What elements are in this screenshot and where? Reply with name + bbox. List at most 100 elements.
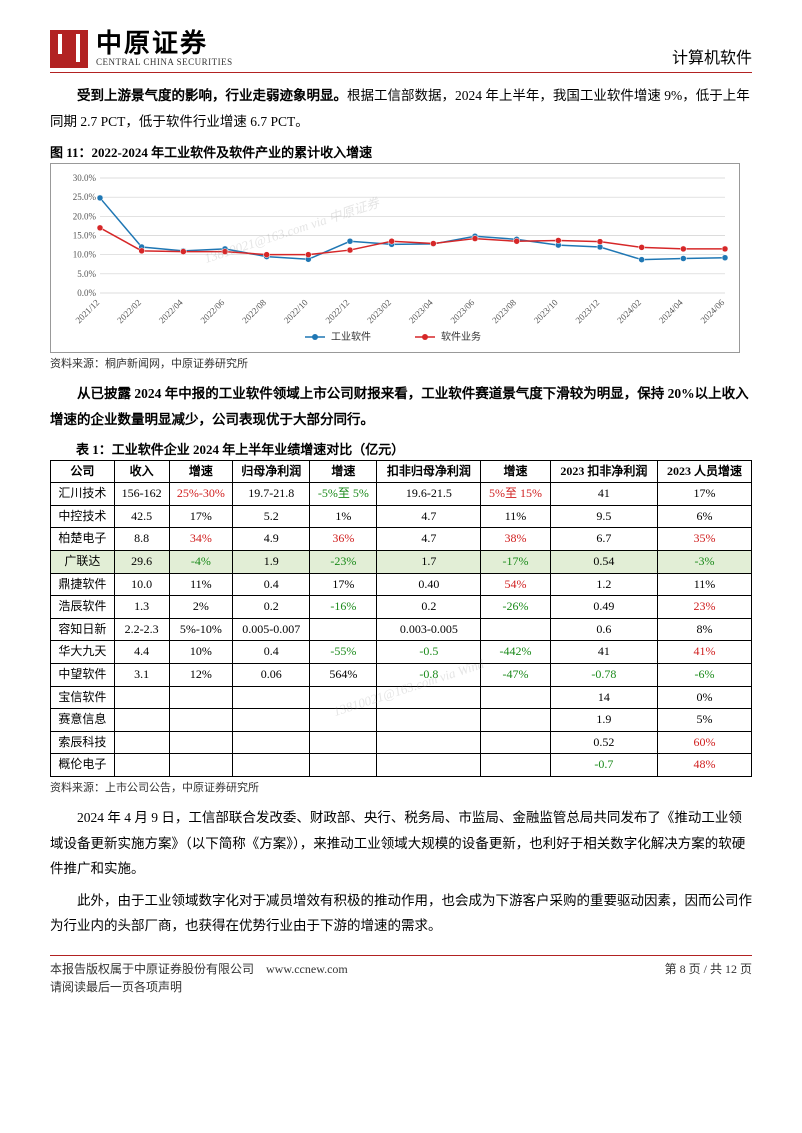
table-cell: 0.2 [377, 596, 481, 619]
table-cell: -0.5 [377, 641, 481, 664]
table-cell [481, 754, 550, 777]
table-row: 容知日新2.2-2.35%-10%0.005-0.0070.003-0.0050… [51, 618, 752, 641]
chart-source: 资料来源：桐庐新闻网，中原证券研究所 [50, 355, 752, 371]
page: 中原证券 CENTRAL CHINA SECURITIES 计算机软件 受到上游… [0, 0, 802, 1006]
table-header: 增速 [310, 460, 377, 483]
chart-container: 0.0%5.0%10.0%15.0%20.0%25.0%30.0%2021/12… [50, 163, 740, 353]
table-row: 鼎捷软件10.011%0.417%0.4054%1.211% [51, 573, 752, 596]
table-cell: 41% [658, 641, 752, 664]
table-cell: 1.9 [550, 709, 657, 732]
table-cell: 19.7-21.8 [233, 483, 310, 506]
table-cell: 35% [658, 528, 752, 551]
table-cell: -17% [481, 550, 550, 573]
table-cell: 1.9 [233, 550, 310, 573]
table-cell [114, 709, 169, 732]
table-cell: 34% [169, 528, 233, 551]
table-header: 增速 [481, 460, 550, 483]
table-cell: -3% [658, 550, 752, 573]
table-cell: 12% [169, 663, 233, 686]
svg-text:30.0%: 30.0% [73, 173, 97, 183]
table-cell: 25%-30% [169, 483, 233, 506]
table-cell: 11% [658, 573, 752, 596]
paragraph-3: 2024 年 4 月 9 日，工信部联合发改委、财政部、央行、税务局、市监局、金… [50, 805, 752, 882]
table-cell [481, 618, 550, 641]
table-cell: 9.5 [550, 505, 657, 528]
table-cell: 3.1 [114, 663, 169, 686]
table-row: 索辰科技0.5260% [51, 731, 752, 754]
table-cell: -55% [310, 641, 377, 664]
paragraph-4: 此外，由于工业领域数字化对于减员增效有积极的推动作用，也会成为下游客户采购的重要… [50, 888, 752, 939]
table-cell: 1% [310, 505, 377, 528]
table-cell [310, 731, 377, 754]
table-cell: 23% [658, 596, 752, 619]
table-cell: -5%至 5% [310, 483, 377, 506]
table-cell: 36% [310, 528, 377, 551]
table-cell: 1.3 [114, 596, 169, 619]
table-cell: 19.6-21.5 [377, 483, 481, 506]
page-number: 第 8 页 / 共 12 页 [665, 960, 752, 996]
table-cell: 17% [310, 573, 377, 596]
table-cell [481, 731, 550, 754]
table-row: 汇川技术156-16225%-30%19.7-21.8-5%至 5%19.6-2… [51, 483, 752, 506]
table-cell [310, 754, 377, 777]
table-cell: -0.78 [550, 663, 657, 686]
footer-url: www.ccnew.com [266, 962, 348, 976]
table-cell: 6% [658, 505, 752, 528]
table-cell: 5% [658, 709, 752, 732]
table-header: 扣非归母净利润 [377, 460, 481, 483]
table-cell: 38% [481, 528, 550, 551]
p1-bold: 受到上游景气度的影响，行业走弱迹象明显。 [77, 88, 347, 103]
table-cell: 宝信软件 [51, 686, 115, 709]
table-cell [169, 731, 233, 754]
table-cell: 0.49 [550, 596, 657, 619]
table-cell [114, 731, 169, 754]
table-cell: 中望软件 [51, 663, 115, 686]
section-title: 计算机软件 [672, 44, 752, 68]
svg-text:工业软件: 工业软件 [331, 330, 371, 343]
table-cell [169, 709, 233, 732]
table-cell: 0.4 [233, 573, 310, 596]
table-cell [233, 709, 310, 732]
table-cell: 6.7 [550, 528, 657, 551]
table-cell [310, 686, 377, 709]
table-cell: 4.7 [377, 528, 481, 551]
table-cell: 0.003-0.005 [377, 618, 481, 641]
table-cell: 1.7 [377, 550, 481, 573]
table-cell [114, 754, 169, 777]
table-cell [310, 618, 377, 641]
table-cell: 10% [169, 641, 233, 664]
table-cell: 41 [550, 641, 657, 664]
table-row: 浩辰软件1.32%0.2-16%0.2-26%0.4923% [51, 596, 752, 619]
footer-disclaimer: 请阅读最后一页各项声明 [50, 980, 182, 994]
table-header: 增速 [169, 460, 233, 483]
paragraph-1: 受到上游景气度的影响，行业走弱迹象明显。根据工信部数据，2024 年上半年，我国… [50, 83, 752, 134]
table-cell [233, 754, 310, 777]
table-cell: 浩辰软件 [51, 596, 115, 619]
table-cell [169, 686, 233, 709]
table-cell: 2% [169, 596, 233, 619]
table-cell [377, 709, 481, 732]
table-cell [481, 686, 550, 709]
table-cell: 0% [658, 686, 752, 709]
table-cell: 广联达 [51, 550, 115, 573]
table-cell: 0.52 [550, 731, 657, 754]
table-cell [377, 686, 481, 709]
table-cell: 60% [658, 731, 752, 754]
table-header: 归母净利润 [233, 460, 310, 483]
table-row: 柏楚电子8.834%4.936%4.738%6.735% [51, 528, 752, 551]
table-header: 2023 扣非净利润 [550, 460, 657, 483]
table-cell: 4.7 [377, 505, 481, 528]
table-cell [233, 686, 310, 709]
table-cell: 564% [310, 663, 377, 686]
logo-block: 中原证券 CENTRAL CHINA SECURITIES [50, 30, 233, 68]
svg-text:5.0%: 5.0% [77, 269, 96, 279]
table-cell: 54% [481, 573, 550, 596]
table-cell [377, 731, 481, 754]
table-cell: 5.2 [233, 505, 310, 528]
table-row: 中望软件3.112%0.06564%-0.8-47%-0.78-6% [51, 663, 752, 686]
table-cell [114, 686, 169, 709]
table-cell [377, 754, 481, 777]
table-cell: 中控技术 [51, 505, 115, 528]
table-cell: 2.2-2.3 [114, 618, 169, 641]
svg-text:0.0%: 0.0% [77, 288, 96, 298]
